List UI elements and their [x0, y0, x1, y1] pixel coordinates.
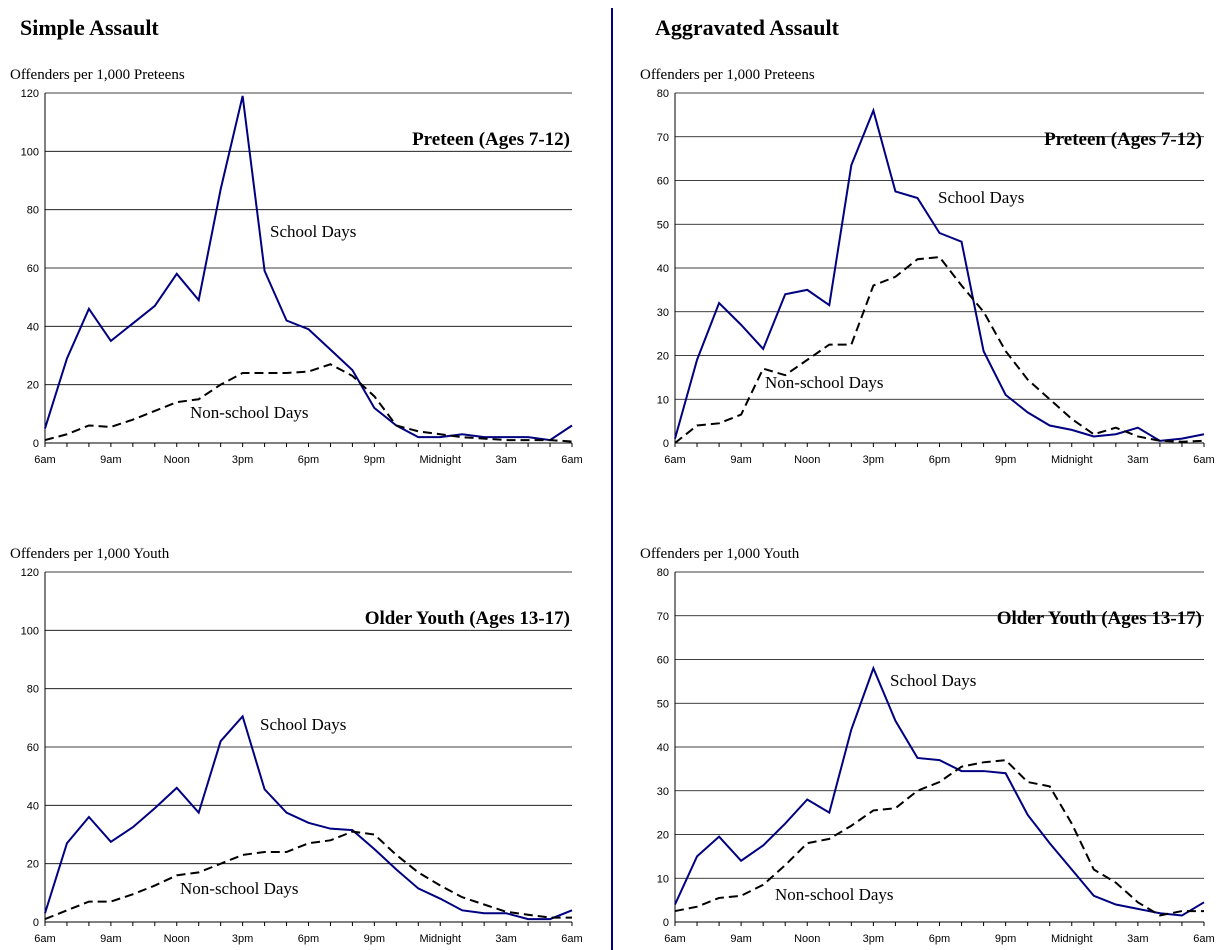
y-tick-label: 40: [657, 263, 669, 275]
y-tick-label: 60: [27, 263, 39, 275]
y-tick-label: 80: [657, 567, 669, 579]
x-tick-label: 9am: [730, 454, 751, 466]
x-tick-label: 3am: [1127, 454, 1148, 466]
series-line: [674, 665, 1205, 917]
series-line: [44, 95, 573, 442]
y-tick-label: 30: [657, 786, 669, 798]
y-tick-label: 50: [657, 219, 669, 231]
y-tick-label: 40: [27, 321, 39, 333]
y-tick-label: 0: [33, 438, 39, 450]
x-tick-label: Midnight: [419, 454, 461, 466]
series-line: [674, 107, 1205, 442]
chart-annotation: Preteen (Ages 7-12): [412, 129, 570, 150]
y-tick-label: 10: [657, 873, 669, 885]
y-tick-label: 20: [657, 830, 669, 842]
y-tick-label: 80: [27, 205, 39, 217]
y-tick-label: 0: [33, 917, 39, 929]
y-tick-label: 0: [663, 438, 669, 450]
x-tick-label: 6am: [561, 933, 582, 945]
x-tick-label: Noon: [164, 933, 190, 945]
x-tick-label: 6am: [664, 933, 685, 945]
y-tick-label: 20: [27, 380, 39, 392]
y-tick-label: 20: [27, 859, 39, 871]
chart-annotation: Older Youth (Ages 13-17): [365, 608, 570, 629]
x-tick-label: 6am: [664, 454, 685, 466]
x-tick-label: 9am: [100, 933, 121, 945]
y-tick-label: 40: [657, 742, 669, 754]
y-tick-label: 70: [657, 611, 669, 623]
y-tick-label: 80: [27, 684, 39, 696]
x-tick-label: 6am: [1193, 454, 1214, 466]
y-tick-label: 60: [657, 176, 669, 188]
x-tick-label: 6am: [34, 933, 55, 945]
x-tick-label: 6pm: [298, 454, 319, 466]
y-tick-label: 60: [27, 742, 39, 754]
x-tick-label: 9am: [100, 454, 121, 466]
y-tick-label: 30: [657, 307, 669, 319]
x-tick-label: 3am: [1127, 933, 1148, 945]
x-tick-label: 3pm: [232, 933, 253, 945]
y-tick-label: 70: [657, 132, 669, 144]
series-label: School Days: [890, 671, 976, 690]
y-tick-label: 50: [657, 698, 669, 710]
chart-annotation: Preteen (Ages 7-12): [1044, 129, 1202, 150]
x-tick-label: 6pm: [929, 454, 950, 466]
y-tick-label: 10: [657, 394, 669, 406]
y-tick-label: 60: [657, 655, 669, 667]
series-label: School Days: [260, 715, 346, 734]
series-line: [674, 759, 1204, 917]
x-tick-label: Midnight: [419, 933, 461, 945]
y-axis-label: Offenders per 1,000 Preteens: [640, 67, 815, 83]
section-title: Aggravated Assault: [655, 15, 840, 40]
x-tick-label: 3pm: [232, 454, 253, 466]
section-title: Simple Assault: [20, 15, 159, 40]
series-line: [44, 714, 573, 921]
x-tick-label: 9pm: [364, 933, 385, 945]
y-tick-label: 20: [657, 351, 669, 363]
x-tick-label: Midnight: [1051, 933, 1093, 945]
series-label: Non-school Days: [190, 403, 309, 422]
y-tick-label: 0: [663, 917, 669, 929]
y-tick-label: 120: [21, 88, 39, 100]
y-axis-label: Offenders per 1,000 Preteens: [10, 67, 185, 83]
chart-annotation: Older Youth (Ages 13-17): [997, 608, 1202, 629]
y-tick-label: 100: [21, 146, 39, 158]
x-tick-label: 6am: [561, 454, 582, 466]
y-tick-label: 100: [21, 625, 39, 637]
x-tick-label: 6pm: [298, 933, 319, 945]
series-line: [44, 830, 572, 921]
series-label: School Days: [270, 222, 356, 241]
series-line: [44, 363, 573, 443]
series-label: School Days: [938, 188, 1024, 207]
x-tick-label: Noon: [794, 454, 820, 466]
x-tick-label: Noon: [794, 933, 820, 945]
series-label: Non-school Days: [180, 879, 299, 898]
y-axis-label: Offenders per 1,000 Youth: [640, 546, 800, 562]
x-tick-label: Noon: [164, 454, 190, 466]
x-tick-label: 9pm: [995, 454, 1016, 466]
y-tick-label: 120: [21, 567, 39, 579]
y-tick-label: 80: [657, 88, 669, 100]
y-axis-label: Offenders per 1,000 Youth: [10, 546, 170, 562]
x-tick-label: 3pm: [863, 933, 884, 945]
y-tick-label: 40: [27, 800, 39, 812]
x-tick-label: 6am: [1193, 933, 1214, 945]
x-tick-label: 6pm: [929, 933, 950, 945]
x-tick-label: 3am: [495, 933, 516, 945]
x-tick-label: 9pm: [995, 933, 1016, 945]
series-line: [674, 256, 1205, 444]
x-tick-label: 3am: [495, 454, 516, 466]
x-tick-label: 3pm: [863, 454, 884, 466]
x-tick-label: 9pm: [364, 454, 385, 466]
x-tick-label: Midnight: [1051, 454, 1093, 466]
x-tick-label: 9am: [730, 933, 751, 945]
series-label: Non-school Days: [775, 885, 894, 904]
series-label: Non-school Days: [765, 373, 884, 392]
x-tick-label: 6am: [34, 454, 55, 466]
